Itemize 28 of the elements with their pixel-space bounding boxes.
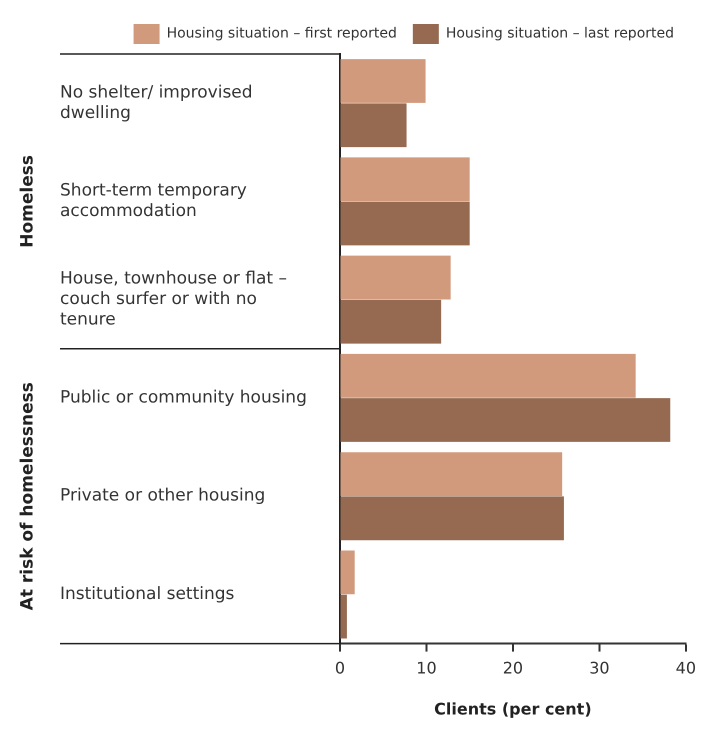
bar — [340, 354, 636, 398]
bar — [340, 59, 426, 103]
bar — [340, 103, 407, 148]
x-tick-label: 40 — [676, 658, 696, 678]
x-tick-label: 10 — [416, 658, 437, 678]
y-tick-label: House, townhouse or flat – couch surfer or with no tenure — [60, 268, 287, 330]
bar — [340, 300, 442, 344]
x-tick-label: 0 — [334, 658, 346, 678]
legend-label: Housing situation – last reported — [446, 26, 674, 42]
y-tick-label: Institutional settings — [60, 584, 235, 604]
bar — [340, 398, 670, 442]
y-tick-label: Public or community housing — [60, 387, 307, 408]
legend-label: Housing situation – first reported — [166, 26, 397, 42]
y-tick-label: Private or other housing — [60, 486, 266, 506]
bar — [340, 202, 470, 246]
bar — [340, 594, 347, 638]
x-tick-label: 30 — [589, 658, 610, 678]
bar — [340, 452, 562, 496]
bar — [340, 157, 470, 202]
bar — [340, 550, 355, 594]
x-axis-title: Clients (per cent) — [434, 700, 592, 719]
bar — [340, 496, 564, 540]
text: Homeless — [17, 155, 38, 248]
text: At risk of homelessness — [17, 382, 38, 610]
x-tick-label: 20 — [502, 658, 524, 678]
y-tick-label: No shelter/ improvised dwelling — [60, 82, 253, 123]
y-tick-label: Short-term temporary accommodation — [60, 180, 247, 222]
bar — [340, 256, 451, 300]
